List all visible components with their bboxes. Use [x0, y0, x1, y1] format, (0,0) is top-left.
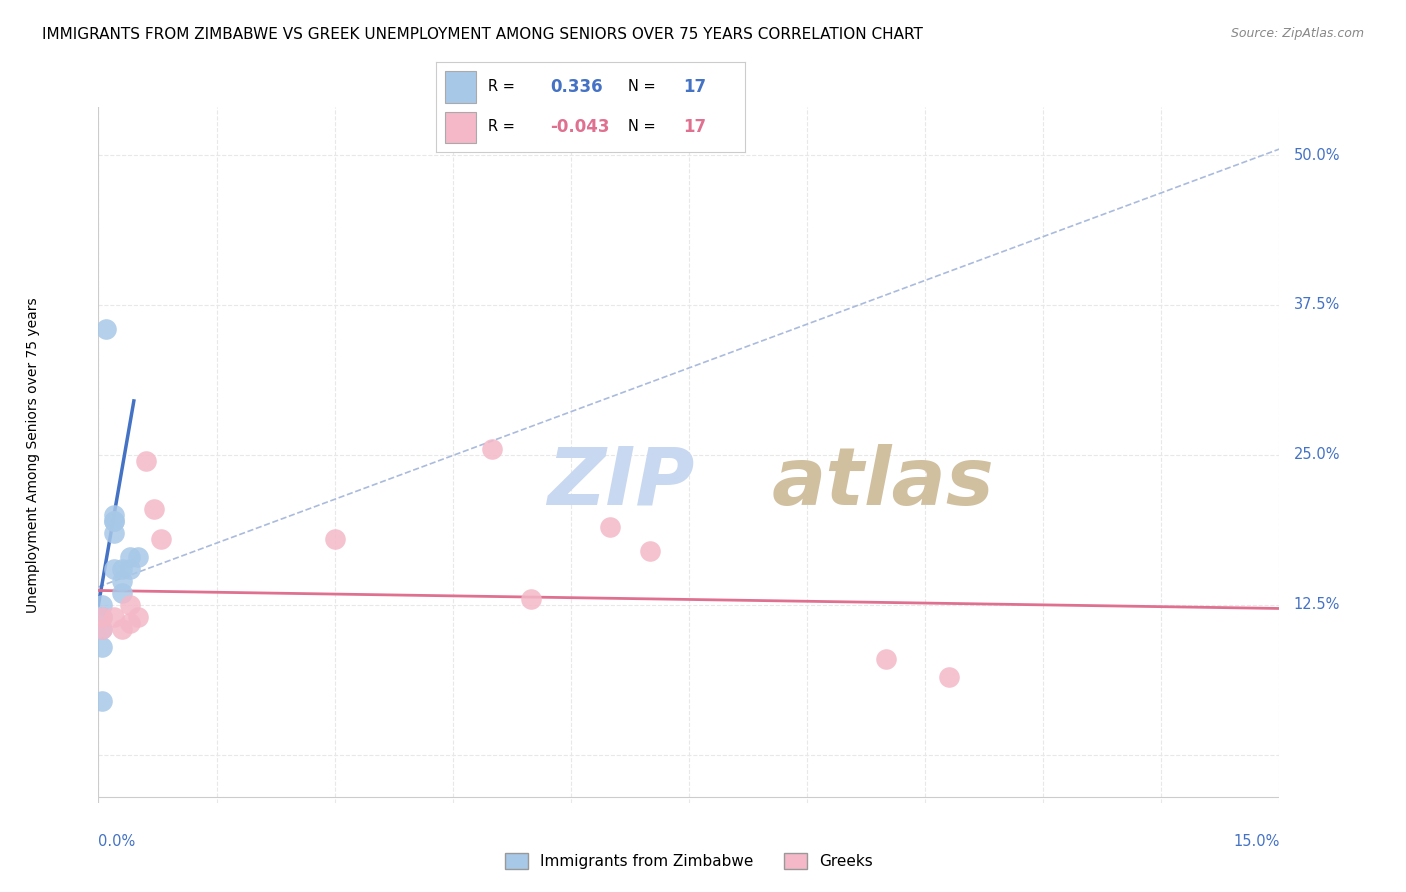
Text: 25.0%: 25.0%	[1294, 448, 1340, 462]
Point	[599, 520, 621, 534]
Text: R =: R =	[488, 120, 516, 134]
Point	[91, 622, 114, 636]
Text: 37.5%: 37.5%	[1294, 297, 1340, 312]
Point	[103, 514, 125, 528]
Point	[103, 562, 125, 576]
Point	[135, 454, 157, 468]
Point	[118, 598, 141, 612]
Point	[91, 622, 114, 636]
Text: Unemployment Among Seniors over 75 years: Unemployment Among Seniors over 75 years	[27, 297, 41, 613]
Legend: Immigrants from Zimbabwe, Greeks: Immigrants from Zimbabwe, Greeks	[499, 847, 879, 875]
Text: Source: ZipAtlas.com: Source: ZipAtlas.com	[1230, 27, 1364, 40]
Point	[91, 640, 114, 654]
Point	[91, 610, 114, 624]
Point	[118, 549, 141, 564]
Text: 17: 17	[683, 78, 706, 95]
Point	[91, 694, 114, 708]
Text: 50.0%: 50.0%	[1294, 147, 1340, 162]
Point	[111, 574, 134, 588]
Point	[103, 525, 125, 540]
Point	[103, 508, 125, 522]
FancyBboxPatch shape	[446, 112, 477, 143]
Point	[638, 544, 661, 558]
Text: N =: N =	[627, 120, 655, 134]
Text: 15.0%: 15.0%	[1233, 834, 1279, 849]
Point	[323, 532, 346, 546]
Text: 0.0%: 0.0%	[98, 834, 135, 849]
Point	[520, 591, 543, 606]
Point	[91, 598, 114, 612]
Point	[103, 610, 125, 624]
Text: R =: R =	[488, 79, 516, 94]
FancyBboxPatch shape	[446, 71, 477, 103]
Text: 0.336: 0.336	[550, 78, 603, 95]
Point	[127, 549, 149, 564]
Point	[111, 562, 134, 576]
Point	[111, 622, 134, 636]
Point	[875, 652, 897, 666]
Text: IMMIGRANTS FROM ZIMBABWE VS GREEK UNEMPLOYMENT AMONG SENIORS OVER 75 YEARS CORRE: IMMIGRANTS FROM ZIMBABWE VS GREEK UNEMPL…	[42, 27, 924, 42]
Point	[118, 562, 141, 576]
Text: 17: 17	[683, 118, 706, 136]
Point	[127, 610, 149, 624]
Point	[111, 586, 134, 600]
Text: -0.043: -0.043	[550, 118, 610, 136]
Text: N =: N =	[627, 79, 655, 94]
Point	[150, 532, 173, 546]
Text: 12.5%: 12.5%	[1294, 598, 1340, 613]
Point	[142, 502, 165, 516]
Point	[481, 442, 503, 456]
Text: ZIP: ZIP	[547, 443, 695, 522]
Point	[96, 322, 118, 336]
Point	[103, 514, 125, 528]
Point	[91, 610, 114, 624]
Point	[938, 670, 960, 684]
Point	[118, 615, 141, 630]
Text: atlas: atlas	[772, 443, 994, 522]
